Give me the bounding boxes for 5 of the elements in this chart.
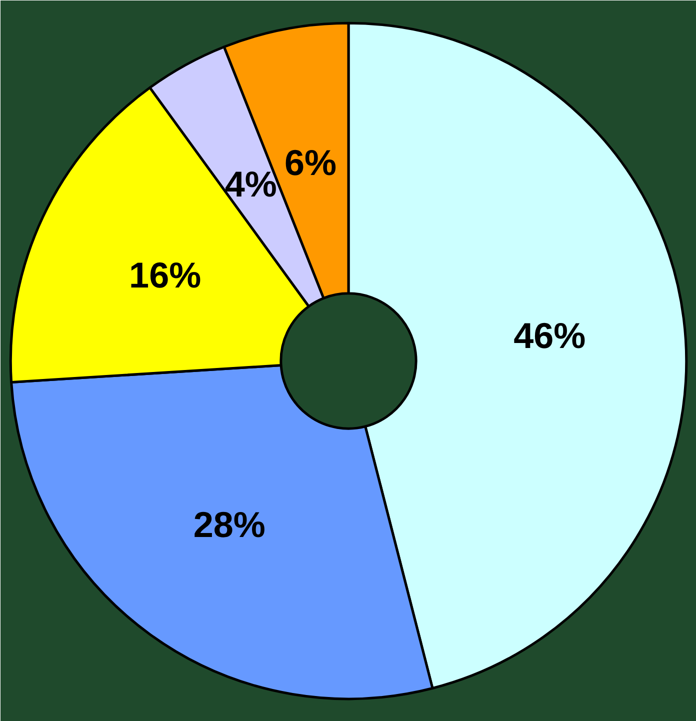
data-label: 4% [224,163,277,204]
data-label: 16% [129,254,202,296]
data-label: 28% [193,504,266,546]
data-label: 46% [514,315,586,356]
data-label: 6% [284,142,337,183]
